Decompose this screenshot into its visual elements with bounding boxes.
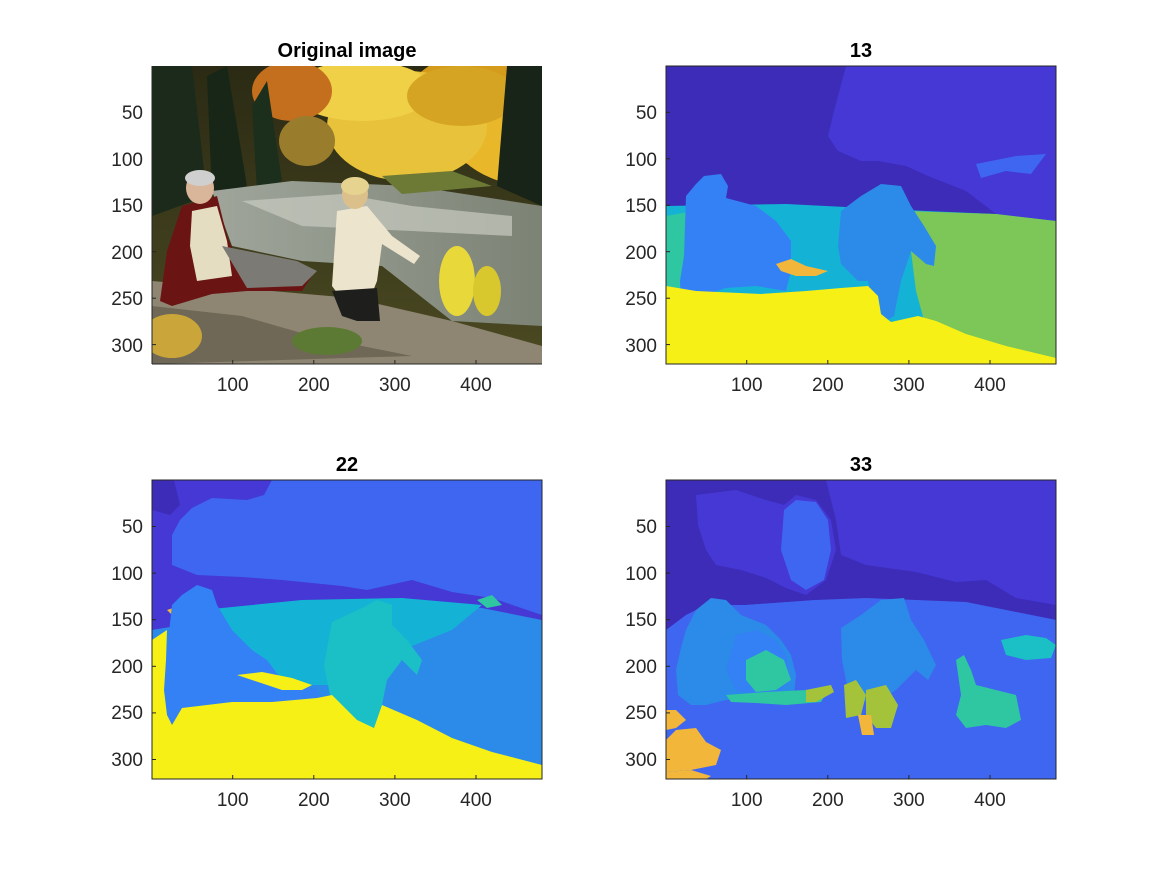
x-tick-label: 100 <box>731 375 763 396</box>
y-tick-label: 250 <box>625 289 657 310</box>
y-tick-label: 100 <box>111 150 143 171</box>
x-tick-label: 300 <box>379 375 411 396</box>
y-tick-label: 200 <box>111 243 143 264</box>
subplot-title: 13 <box>850 40 872 62</box>
x-tick-label: 300 <box>379 790 411 811</box>
y-tick-marks <box>152 111 156 346</box>
segmentation-map-13 <box>666 66 1056 364</box>
y-tick-label: 50 <box>636 517 657 538</box>
y-tick-label: 300 <box>111 336 143 357</box>
y-tick-label: 300 <box>625 336 657 357</box>
subplot-segmentation-33: 33 <box>625 454 1057 811</box>
subplot-original-image: Original image <box>111 40 542 396</box>
x-tick-label: 400 <box>460 375 492 396</box>
y-tick-label: 250 <box>625 703 657 724</box>
y-tick-label: 50 <box>636 103 657 124</box>
x-tick-label: 400 <box>974 790 1006 811</box>
subplot-segmentation-22: 22 100 <box>111 454 543 811</box>
x-tick-label: 100 <box>217 790 249 811</box>
y-tick-label: 250 <box>111 289 143 310</box>
subplot-title: Original image <box>278 40 417 62</box>
x-tick-label: 300 <box>893 790 925 811</box>
x-tick-label: 200 <box>298 375 330 396</box>
segmentation-map-33 <box>666 480 1056 779</box>
y-tick-label: 150 <box>111 196 143 217</box>
x-tick-label: 200 <box>298 790 330 811</box>
y-tick-label: 200 <box>625 657 657 678</box>
original-photo <box>152 66 542 364</box>
y-tick-label: 150 <box>625 610 657 631</box>
x-tick-label: 400 <box>460 790 492 811</box>
y-tick-label: 100 <box>111 564 143 585</box>
x-tick-marks <box>232 360 477 364</box>
subplot-title: 22 <box>336 454 358 476</box>
y-tick-label: 150 <box>625 196 657 217</box>
y-tick-label: 300 <box>111 750 143 771</box>
subplot-segmentation-13: 13 100 200 30 <box>625 40 1057 396</box>
y-tick-label: 50 <box>122 103 143 124</box>
y-tick-label: 100 <box>625 150 657 171</box>
x-tick-label: 200 <box>812 375 844 396</box>
x-tick-label: 200 <box>812 790 844 811</box>
x-tick-label: 100 <box>731 790 763 811</box>
y-tick-label: 50 <box>122 517 143 538</box>
y-tick-label: 150 <box>111 610 143 631</box>
y-tick-label: 100 <box>625 564 657 585</box>
y-tick-label: 200 <box>625 243 657 264</box>
x-tick-label: 400 <box>974 375 1006 396</box>
x-tick-label: 300 <box>893 375 925 396</box>
x-tick-label: 100 <box>217 375 249 396</box>
segmentation-map-22 <box>152 480 542 779</box>
y-tick-label: 200 <box>111 657 143 678</box>
y-tick-label: 300 <box>625 750 657 771</box>
subplot-title: 33 <box>850 454 872 476</box>
y-tick-label: 250 <box>111 703 143 724</box>
